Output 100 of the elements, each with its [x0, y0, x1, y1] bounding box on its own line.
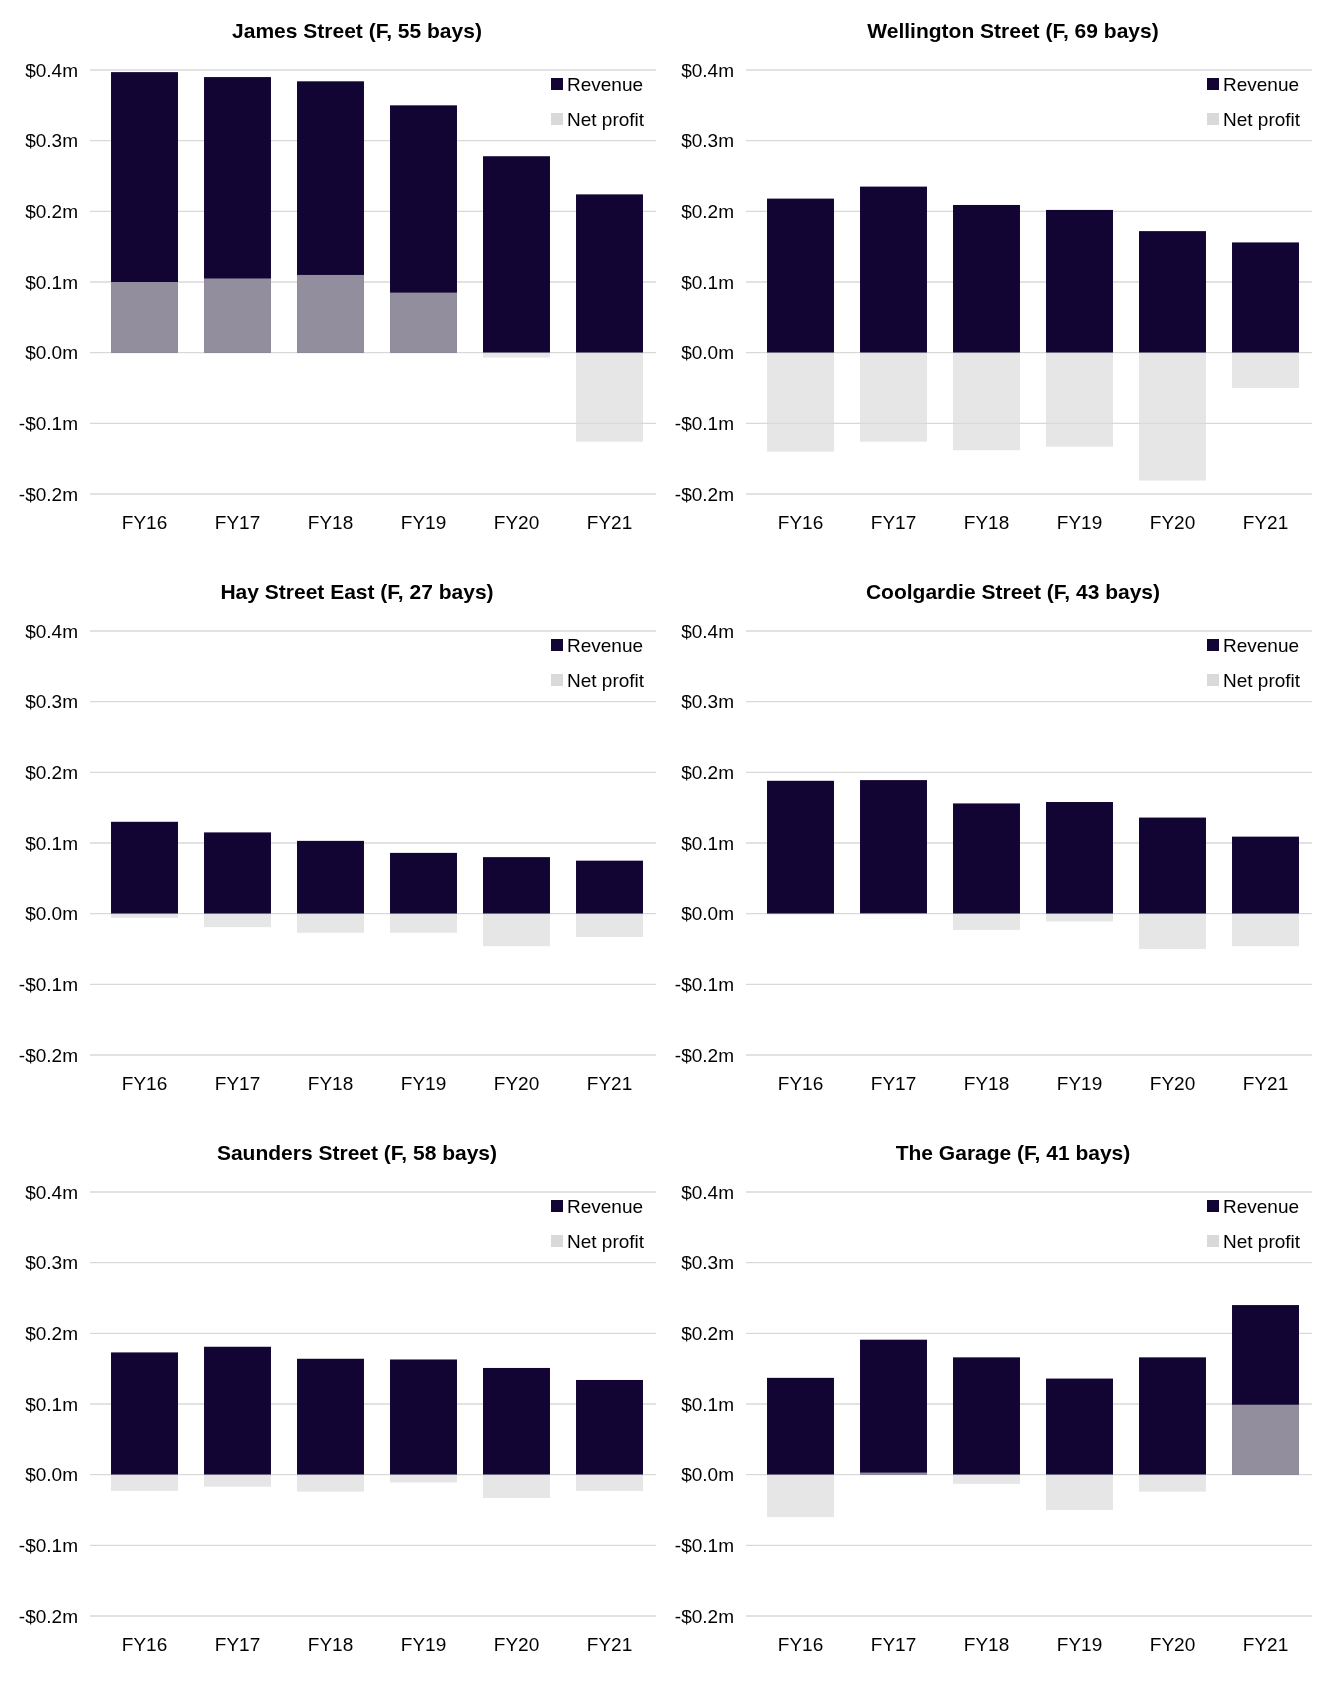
bar: [860, 1339, 927, 1475]
y-tick-label: $0.0m: [681, 903, 734, 925]
y-tick-label: -$0.1m: [18, 412, 78, 434]
bar: [576, 1379, 643, 1475]
bar: [297, 1474, 364, 1492]
bar: [1046, 802, 1113, 914]
chart-title: Wellington Street (F, 69 bays): [867, 19, 1159, 42]
x-tick-label: FY21: [1242, 1634, 1289, 1655]
x-tick-label: FY18: [963, 1073, 1010, 1094]
legend-label: Revenue: [567, 73, 644, 95]
bar: [953, 803, 1020, 914]
y-tick-label: $0.4m: [681, 620, 734, 642]
legend-label: Revenue: [567, 1195, 644, 1217]
bar: [1139, 913, 1206, 949]
y-tick-label: $0.0m: [25, 903, 78, 925]
y-tick-label: $0.4m: [681, 59, 734, 81]
y-tick-label: $0.0m: [681, 342, 734, 364]
legend-label: Revenue: [1223, 1195, 1300, 1217]
x-tick-label: FY19: [400, 1073, 447, 1094]
y-tick-label: $0.3m: [681, 1252, 734, 1274]
bar: [390, 292, 457, 353]
bar: [860, 780, 927, 914]
x-tick-label: FY20: [1149, 512, 1196, 533]
bar: [576, 194, 643, 353]
x-tick-label: FY20: [493, 512, 540, 533]
legend-label: Revenue: [567, 634, 644, 656]
y-tick-label: $0.2m: [25, 1322, 78, 1344]
bar: [953, 1357, 1020, 1475]
bar: [1139, 231, 1206, 353]
x-tick-label: FY21: [1242, 512, 1289, 533]
bar: [483, 1474, 550, 1498]
bar: [297, 913, 364, 933]
bar: [1139, 817, 1206, 914]
x-tick-label: FY21: [586, 512, 633, 533]
y-tick-label: -$0.2m: [674, 483, 734, 505]
bar: [297, 81, 364, 353]
bar: [953, 204, 1020, 353]
bar: [1232, 242, 1299, 353]
bar: [111, 282, 178, 353]
bar: [297, 274, 364, 353]
bar: [111, 1474, 178, 1491]
y-tick-label: $0.3m: [25, 130, 78, 152]
y-tick-label: $0.1m: [25, 832, 78, 854]
bar: [1139, 1474, 1206, 1492]
y-tick-label: $0.0m: [681, 1464, 734, 1486]
bar: [297, 840, 364, 914]
y-tick-label: $0.1m: [681, 1393, 734, 1415]
bar: [860, 1472, 927, 1475]
x-tick-label: FY16: [121, 1073, 168, 1094]
y-tick-label: -$0.1m: [18, 1534, 78, 1556]
legend-label: Net profit: [1223, 108, 1301, 130]
x-tick-label: FY17: [870, 1073, 917, 1094]
bar: [767, 1474, 834, 1518]
legend-label: Net profit: [567, 669, 645, 691]
chart-title: Hay Street East (F, 27 bays): [220, 580, 494, 603]
x-tick-label: FY21: [586, 1634, 633, 1655]
bar: [1046, 352, 1113, 447]
y-tick-label: $0.4m: [25, 59, 78, 81]
bar: [483, 156, 550, 353]
bar: [204, 77, 271, 353]
bar: [1046, 209, 1113, 353]
bar: [204, 1346, 271, 1475]
legend-label: Revenue: [1223, 73, 1300, 95]
chart-title: Coolgardie Street (F, 43 bays): [865, 580, 1161, 603]
y-tick-label: $0.4m: [25, 1181, 78, 1203]
bar: [953, 1474, 1020, 1484]
chart-title: Saunders Street (F, 58 bays): [216, 1141, 498, 1164]
x-tick-label: FY18: [307, 512, 354, 533]
bar: [111, 72, 178, 353]
bar: [204, 278, 271, 353]
y-tick-label: $0.3m: [681, 691, 734, 713]
bar: [767, 1377, 834, 1475]
bar: [1046, 1378, 1113, 1475]
y-tick-label: $0.1m: [25, 1393, 78, 1415]
y-tick-label: -$0.2m: [674, 1044, 734, 1066]
x-tick-label: FY17: [870, 512, 917, 533]
y-tick-label: -$0.2m: [18, 483, 78, 505]
x-tick-label: FY19: [400, 1634, 447, 1655]
bar: [767, 780, 834, 914]
y-tick-label: -$0.1m: [674, 412, 734, 434]
x-tick-label: FY17: [214, 1073, 261, 1094]
legend-label: Revenue: [1223, 634, 1300, 656]
legend-label: Net profit: [1223, 669, 1301, 691]
chart-title: James Street (F, 55 bays): [232, 19, 482, 42]
bar: [1232, 913, 1299, 947]
y-tick-label: $0.2m: [25, 761, 78, 783]
bar: [576, 1474, 643, 1491]
y-tick-label: $0.4m: [25, 620, 78, 642]
x-tick-label: FY20: [493, 1073, 540, 1094]
y-tick-label: $0.1m: [681, 832, 734, 854]
bar: [1139, 352, 1206, 481]
bar: [297, 1358, 364, 1475]
bar: [483, 352, 550, 358]
legend-label: Net profit: [567, 1230, 645, 1252]
bar: [390, 1359, 457, 1475]
x-tick-label: FY20: [493, 1634, 540, 1655]
x-tick-label: FY18: [307, 1634, 354, 1655]
x-tick-label: FY20: [1149, 1073, 1196, 1094]
x-tick-label: FY16: [777, 1073, 824, 1094]
y-tick-label: $0.2m: [25, 200, 78, 222]
